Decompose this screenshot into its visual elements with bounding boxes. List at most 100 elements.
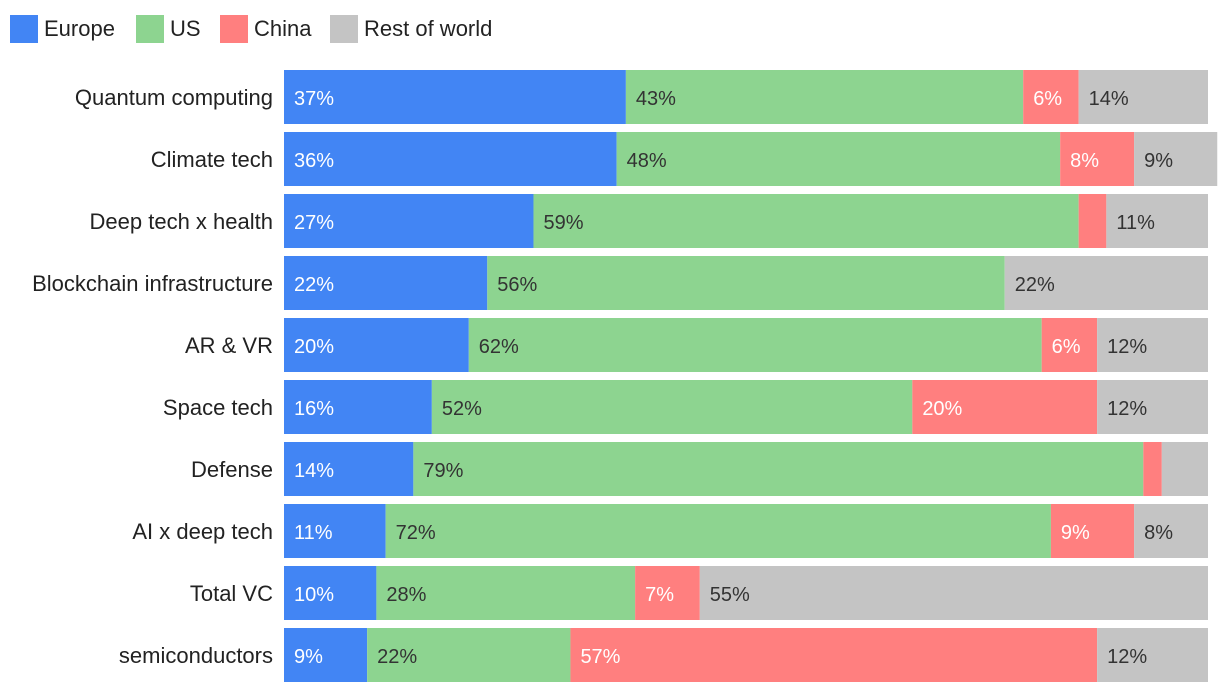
data-label: 22%: [294, 274, 334, 296]
bar-row: 9% 22% 57% 12%: [284, 628, 1208, 682]
bar-row: 10% 28% 7% 55%: [284, 566, 1208, 620]
bar-segment-rest-of-world: [1134, 504, 1208, 558]
bar-segment-rest-of-world: [1097, 628, 1208, 682]
bar-row: 36% 48% 8% 9%: [284, 132, 1218, 186]
legend-label-us: US: [170, 16, 201, 41]
bar-segment-rest-of-world: [1078, 70, 1208, 124]
bar-segment-us: [367, 628, 571, 682]
category-label: Total VC: [190, 581, 273, 606]
category-label: Quantum computing: [75, 85, 273, 110]
bar-segment-china: [1041, 318, 1098, 372]
bar-segment-rest-of-world: [699, 566, 1208, 620]
bar-segment-us: [431, 380, 913, 434]
bar-segment-rest-of-world: [1097, 380, 1208, 434]
data-label: 37%: [294, 88, 334, 110]
bar-segment-europe: [284, 132, 617, 186]
data-label: 59%: [543, 212, 583, 234]
category-label: Deep tech x health: [90, 209, 273, 234]
bar-segment-china: [1078, 194, 1107, 248]
bar-segment-europe: [284, 256, 488, 310]
data-label: 10%: [294, 584, 334, 606]
data-label: 7%: [645, 584, 674, 606]
bar-segment-china: [635, 566, 700, 620]
data-label: 6%: [1033, 88, 1062, 110]
bar-segment-us: [413, 442, 1144, 496]
bar-segment-europe: [284, 318, 469, 372]
bar-segment-china: [1143, 442, 1162, 496]
data-label: 11%: [1116, 212, 1155, 234]
data-label: 8%: [1070, 150, 1099, 172]
category-label: Defense: [191, 457, 273, 482]
bar-segment-europe: [284, 194, 534, 248]
data-label: 9%: [1061, 522, 1090, 544]
bar-segment-china: [1050, 504, 1135, 558]
bar-segment-europe: [284, 442, 414, 496]
data-label: 11%: [294, 522, 333, 544]
data-label: 52%: [442, 398, 482, 420]
data-label: 57%: [580, 646, 620, 668]
data-label: 14%: [294, 460, 334, 482]
category-label: Climate tech: [151, 147, 273, 172]
bar-segment-europe: [284, 504, 386, 558]
category-label: Space tech: [163, 395, 273, 420]
plot-area: 37% 43% 6% 14%36% 48% 8% 9%27% 59% 11%22% 56% 22%2…: [284, 70, 1218, 682]
data-label: 36%: [294, 150, 334, 172]
bar-row: 22% 56% 22%: [284, 256, 1208, 310]
data-label: 22%: [1015, 274, 1055, 296]
legend-swatch-china: [220, 15, 248, 43]
data-label: 8%: [1144, 522, 1173, 544]
bar-segment-us: [468, 318, 1042, 372]
legend-swatch-rest-of-world: [330, 15, 358, 43]
legend-swatch-us: [136, 15, 164, 43]
category-axis: Quantum computing Climate tech Deep tech x…: [32, 85, 273, 668]
bar-segment-rest-of-world: [1134, 132, 1218, 186]
bar-segment-china: [1023, 70, 1079, 124]
data-label: 6%: [1052, 336, 1081, 358]
bar-segment-us: [487, 256, 1005, 310]
bar-segment-rest-of-world: [1097, 318, 1208, 372]
data-label: 12%: [1107, 646, 1147, 668]
bar-segment-rest-of-world: [1161, 442, 1208, 496]
data-label: 28%: [386, 584, 426, 606]
bar-segment-china: [1060, 132, 1135, 186]
data-label: 12%: [1107, 398, 1147, 420]
data-label: 27%: [294, 212, 334, 234]
bar-segment-china: [912, 380, 1098, 434]
data-label: 55%: [710, 584, 750, 606]
category-label: semiconductors: [119, 643, 273, 668]
bar-row: 14% 79%: [284, 442, 1208, 496]
bar-segment-europe: [284, 70, 626, 124]
bar-row: 11% 72% 9% 8%: [284, 504, 1208, 558]
bar-row: 20% 62% 6% 12%: [284, 318, 1208, 372]
bar-segment-us: [376, 566, 636, 620]
bar-segment-europe: [284, 628, 368, 682]
legend-label-europe: Europe: [44, 16, 115, 41]
legend-label-rest-of-world: Rest of world: [364, 16, 492, 41]
data-label: 22%: [377, 646, 417, 668]
bar-segment-rest-of-world: [1106, 194, 1208, 248]
data-label: 48%: [627, 150, 667, 172]
bar-segment-us: [385, 504, 1051, 558]
bar-segment-us: [625, 70, 1024, 124]
data-label: 56%: [497, 274, 537, 296]
bar-segment-us: [533, 194, 1079, 248]
data-label: 14%: [1089, 88, 1129, 110]
legend-swatch-europe: [10, 15, 38, 43]
category-label: Blockchain infrastructure: [32, 271, 273, 296]
bar-row: 16% 52% 20% 12%: [284, 380, 1208, 434]
category-label: AI x deep tech: [132, 519, 273, 544]
bar-segment-europe: [284, 380, 432, 434]
data-label: 9%: [294, 646, 323, 668]
data-label: 43%: [636, 88, 676, 110]
bar-row: 27% 59% 11%: [284, 194, 1208, 248]
data-label: 12%: [1107, 336, 1147, 358]
data-label: 62%: [479, 336, 519, 358]
bar-segment-rest-of-world: [1004, 256, 1208, 310]
bar-segment-us: [616, 132, 1061, 186]
bar-segment-europe: [284, 566, 377, 620]
data-label: 20%: [922, 398, 962, 420]
legend-label-china: China: [254, 16, 312, 41]
data-label: 9%: [1144, 150, 1173, 172]
bar-segment-china: [570, 628, 1098, 682]
